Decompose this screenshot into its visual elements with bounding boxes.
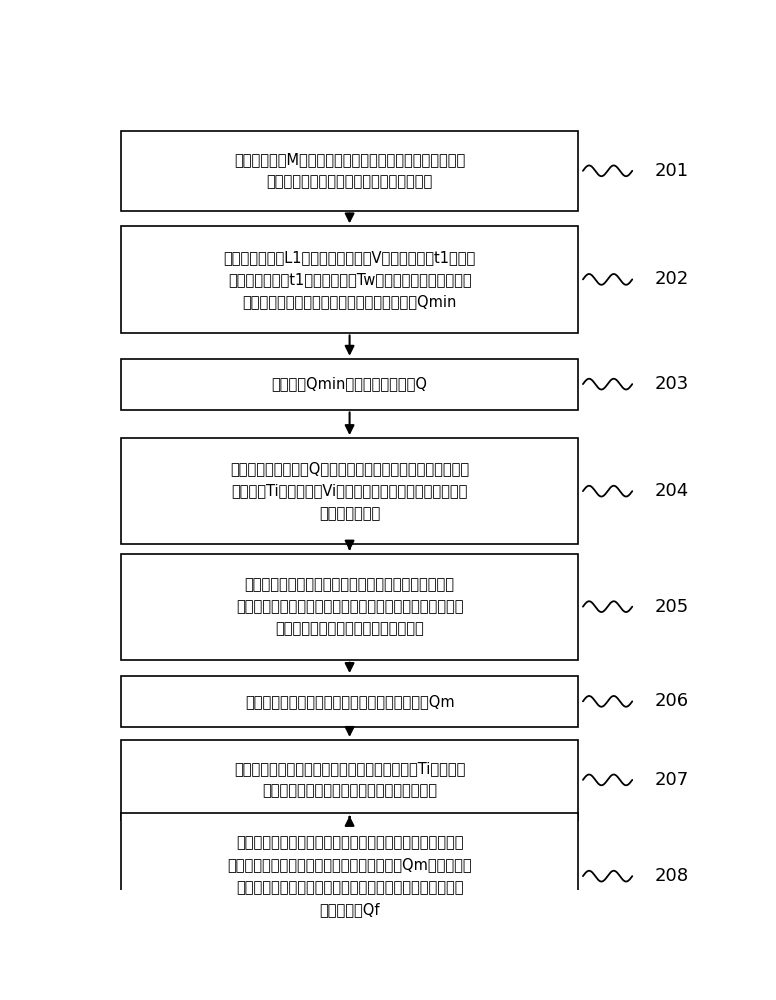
FancyBboxPatch shape: [121, 813, 578, 939]
Text: 205: 205: [654, 598, 688, 616]
FancyBboxPatch shape: [121, 676, 578, 727]
FancyBboxPatch shape: [121, 554, 578, 660]
Text: 208: 208: [654, 867, 688, 885]
Text: 207: 207: [654, 771, 688, 789]
Text: 断所述自回火温度与预设的目标温度绝对差值是否在第一预
设阈值内，如果不满足则根据所述水流量区间Qm调整水流量
；从而确定出同时满足马氏体厚度又满足自回火温度要求: 断所述自回火温度与预设的目标温度绝对差值是否在第一预 设阈值内，如果不满足则根据…: [227, 835, 472, 917]
FancyBboxPatch shape: [121, 359, 578, 410]
FancyBboxPatch shape: [121, 226, 578, 333]
Text: 203: 203: [654, 375, 688, 393]
Text: 201: 201: [654, 162, 688, 180]
Text: 根据所述水流量初值Q，通过有限差分模型计算淬火阶段中各
结点温度Ti和冷却速度Vi，并计算在完成所述淬火阶段后生
成的马氏体厚度: 根据所述水流量初值Q，通过有限差分模型计算淬火阶段中各 结点温度Ti和冷却速度V…: [230, 461, 469, 521]
FancyBboxPatch shape: [121, 438, 578, 544]
FancyBboxPatch shape: [121, 740, 578, 820]
Text: 根据所述Qmin，确认水流量初值Q: 根据所述Qmin，确认水流量初值Q: [272, 377, 428, 392]
Text: 判断所述马氏体厚度是否满足工艺需求，若不满足则调
整所述水流量，并再次计算完成所述淬火阶段后生成的马氏
体厚度，直到得出所要求的马氏体厚度: 判断所述马氏体厚度是否满足工艺需求，若不满足则调 整所述水流量，并再次计算完成所…: [236, 577, 463, 636]
Text: 204: 204: [654, 482, 688, 500]
Text: 计算得到最终满足需求马氏体厚度的水流量区间Qm: 计算得到最终满足需求马氏体厚度的水流量区间Qm: [244, 694, 455, 709]
Text: 通过有限差分模型计算自回火阶段中各结点温度Ti，并计算
轧件经过自回火阶段后所能达到的自回火温度: 通过有限差分模型计算自回火阶段中各结点温度Ti，并计算 轧件经过自回火阶段后所能…: [234, 761, 466, 798]
Text: 根据水箱长度值L1和轧件的轧制速度V计算淬火时间t1，并通
过所述淬火时间t1和冷却水温度Tw，计算出达到所述临界相
变温度和临界冷却速度时，对应的最小水流量Q: 根据水箱长度值L1和轧件的轧制速度V计算淬火时间t1，并通 过所述淬火时间t1和…: [223, 250, 476, 309]
FancyBboxPatch shape: [121, 131, 578, 211]
Text: 202: 202: [654, 270, 688, 288]
Text: 根据所述钢种M和相应的连续冷却转变曲线特性，确定轧件
生成马氏体的临界相变温度和临界冷却速度: 根据所述钢种M和相应的连续冷却转变曲线特性，确定轧件 生成马氏体的临界相变温度和…: [234, 152, 466, 189]
Text: 206: 206: [654, 692, 688, 710]
